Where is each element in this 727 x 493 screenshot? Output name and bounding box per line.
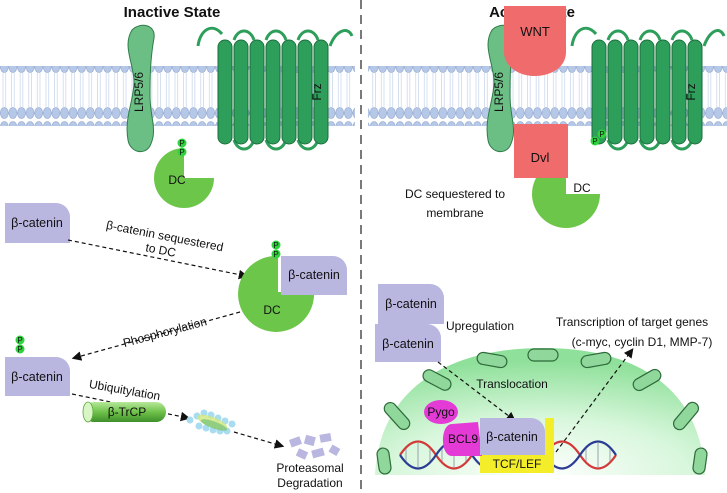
svg-text:P: P (592, 137, 597, 146)
dc-membrane-text: DC sequestered to (405, 187, 505, 201)
svg-text:β-catenin: β-catenin (288, 268, 340, 282)
protein-fragments-icon (288, 433, 341, 460)
dc-membrane-text-2: membrane (426, 206, 484, 220)
svg-text:DC: DC (263, 303, 281, 317)
svg-text:P: P (179, 148, 184, 157)
btrcp-label: β-TrCP (108, 405, 146, 419)
tcf-lef-label: TCF/LEF (493, 457, 542, 471)
svg-text:β-catenin: β-catenin (11, 216, 63, 230)
dvl-label: Dvl (531, 150, 550, 165)
svg-text:β-catenin: β-catenin (11, 370, 63, 384)
svg-text:Frz: Frz (684, 83, 698, 100)
svg-text:P: P (17, 336, 22, 345)
pygo-label: Pygo (427, 405, 455, 419)
frizzled-receptor-left: Frz (196, 26, 354, 151)
transcription-text-2: (c-myc, cyclin D1, MMP-7) (572, 335, 713, 349)
frz-label: Frz (310, 83, 324, 100)
svg-text:P: P (17, 345, 22, 354)
phosphate-icon (271, 240, 281, 250)
dvl-protein (514, 124, 568, 178)
bcl9-protein (443, 422, 482, 456)
phosphate-icon (271, 249, 281, 259)
beta-catenin-cytoplasm-1: β-catenin (378, 284, 444, 324)
svg-text:P: P (273, 241, 278, 250)
destruction-complex-active: DC Dvl P P (514, 124, 607, 228)
wnt-label: WNT (520, 24, 550, 39)
arrow-degradation (233, 431, 285, 449)
svg-text:P: P (179, 139, 184, 148)
ubiquitylation-text: Ubiquitylation (88, 377, 161, 403)
inactive-state-title: Inactive State (124, 4, 221, 21)
arrow-translocation (437, 361, 516, 422)
phosphate-icon (177, 138, 187, 148)
beta-catenin-phosphorylated: P P β-catenin (5, 335, 70, 396)
frizzled-receptor-right: Frz (570, 26, 726, 151)
lrp56-receptor-left: LRP5/6 (126, 24, 155, 153)
phosphate-icon (15, 344, 25, 354)
phosphorylation-text: Phosphorylation (122, 314, 209, 350)
beta-catenin-free: β-catenin (5, 203, 70, 243)
lrp56-label: LRP5/6 (132, 72, 146, 112)
degradation-text: Proteasomal (276, 461, 343, 475)
svg-text:DC: DC (573, 181, 591, 195)
svg-text:P: P (273, 250, 278, 259)
arrow-transcription (555, 348, 634, 453)
svg-text:P: P (599, 130, 604, 139)
phosphate-icon (590, 136, 600, 146)
arrow-phosphorylation (71, 311, 241, 361)
phosphate-icon (177, 147, 187, 157)
pygo-protein (424, 400, 458, 424)
beta-catenin-cytoplasm-2: β-catenin (375, 324, 441, 362)
transcription-text: Transcription of target genes (556, 315, 708, 329)
dc-label: DC (168, 173, 186, 187)
ubiquitin-chain-icon (186, 409, 236, 435)
upregulation-text: Upregulation (446, 319, 514, 333)
svg-text:β-catenin: β-catenin (385, 297, 437, 311)
btrcp-tube: β-TrCP (82, 401, 166, 423)
translocation-text: Translocation (476, 377, 548, 391)
transcription-complex: TCF/LEF Pygo BCL9 β-catenin (424, 400, 554, 473)
arrow-sequestration (67, 239, 249, 280)
svg-text:β-catenin: β-catenin (382, 337, 434, 351)
wnt-ligand: WNT (504, 6, 566, 76)
phosphate-icon (15, 335, 25, 345)
beta-catenin-nuclear: β-catenin (486, 430, 538, 444)
dc-beta-catenin-complex: DC β-catenin P P (238, 240, 347, 332)
svg-text:LRP5/6: LRP5/6 (492, 72, 506, 112)
sequestered-text-2: to DC (144, 240, 177, 260)
bcl9-label: BCL9 (448, 432, 478, 446)
destruction-complex-inactive: DC P P (154, 138, 214, 208)
phosphate-icon (597, 129, 607, 139)
degradation-text-2: Degradation (277, 476, 342, 490)
